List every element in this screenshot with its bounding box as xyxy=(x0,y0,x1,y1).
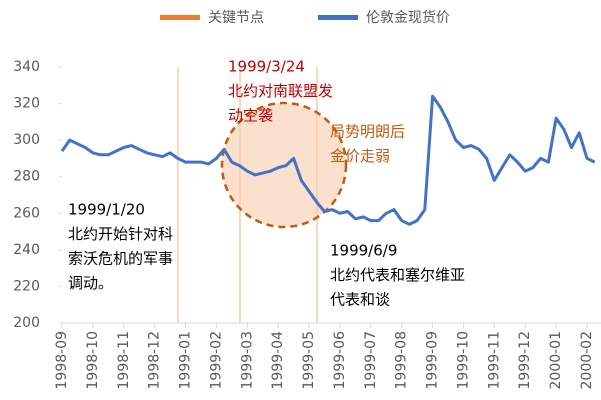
y-tick-label: 200 xyxy=(13,315,40,331)
y-tick-label: 320 xyxy=(13,96,40,112)
x-tick-label: 1999-10 xyxy=(455,331,471,390)
x-tick-label: 1999-12 xyxy=(517,331,533,390)
x-tick-label: 1998-09 xyxy=(54,331,70,390)
annotation: 1999/3/24 xyxy=(228,58,305,76)
x-tick-label: 1999-07 xyxy=(363,331,379,390)
x-tick-label: 1999-05 xyxy=(301,331,317,390)
annotation: 北约开始针对科 xyxy=(68,225,173,243)
x-tick-label: 2000-01 xyxy=(548,331,564,390)
x-tick-label: 2000-02 xyxy=(579,331,595,390)
y-tick-label: 220 xyxy=(13,278,40,294)
y-tick-label: 300 xyxy=(13,132,40,148)
y-tick-label: 240 xyxy=(13,242,40,258)
legend-swatch xyxy=(160,15,200,20)
annotation: 动空袭 xyxy=(228,107,273,125)
annotation: 索沃危机的军事 xyxy=(68,250,173,268)
annotation: 1999/6/9 xyxy=(330,242,397,260)
x-tick-label: 1998-12 xyxy=(147,331,163,390)
price-line xyxy=(60,94,596,226)
x-tick-label: 1999-03 xyxy=(239,331,255,390)
y-tick-label: 260 xyxy=(13,205,40,221)
x-tick-label: 1999-11 xyxy=(486,331,502,390)
annotation: 北约代表和塞尔维亚 xyxy=(330,266,465,284)
legend-label: 伦敦金现货价 xyxy=(366,9,450,26)
x-tick-label: 1999-02 xyxy=(208,331,224,390)
annotation: 代表和谈 xyxy=(330,291,390,309)
annotation: 局势明朗后 xyxy=(330,123,405,141)
x-tick-label: 1998-10 xyxy=(85,331,101,390)
x-tick-label: 1998-11 xyxy=(116,331,132,390)
annotation: 北约对南联盟发 xyxy=(228,82,333,100)
x-tick-label: 1999-04 xyxy=(270,331,286,390)
x-tick-label: 1999-09 xyxy=(425,331,441,390)
legend-label: 关键节点 xyxy=(208,10,264,26)
y-tick-label: 340 xyxy=(13,59,40,75)
annotation: 调动。 xyxy=(68,274,113,292)
annotation: 金价走弱 xyxy=(330,147,390,165)
x-tick-label: 1999-06 xyxy=(332,331,348,390)
x-tick-label: 1999-08 xyxy=(394,331,410,390)
y-tick-label: 280 xyxy=(13,169,40,185)
legend-swatch xyxy=(318,15,358,20)
x-tick-label: 1999-01 xyxy=(178,331,194,390)
annotation: 1999/1/20 xyxy=(68,201,145,219)
